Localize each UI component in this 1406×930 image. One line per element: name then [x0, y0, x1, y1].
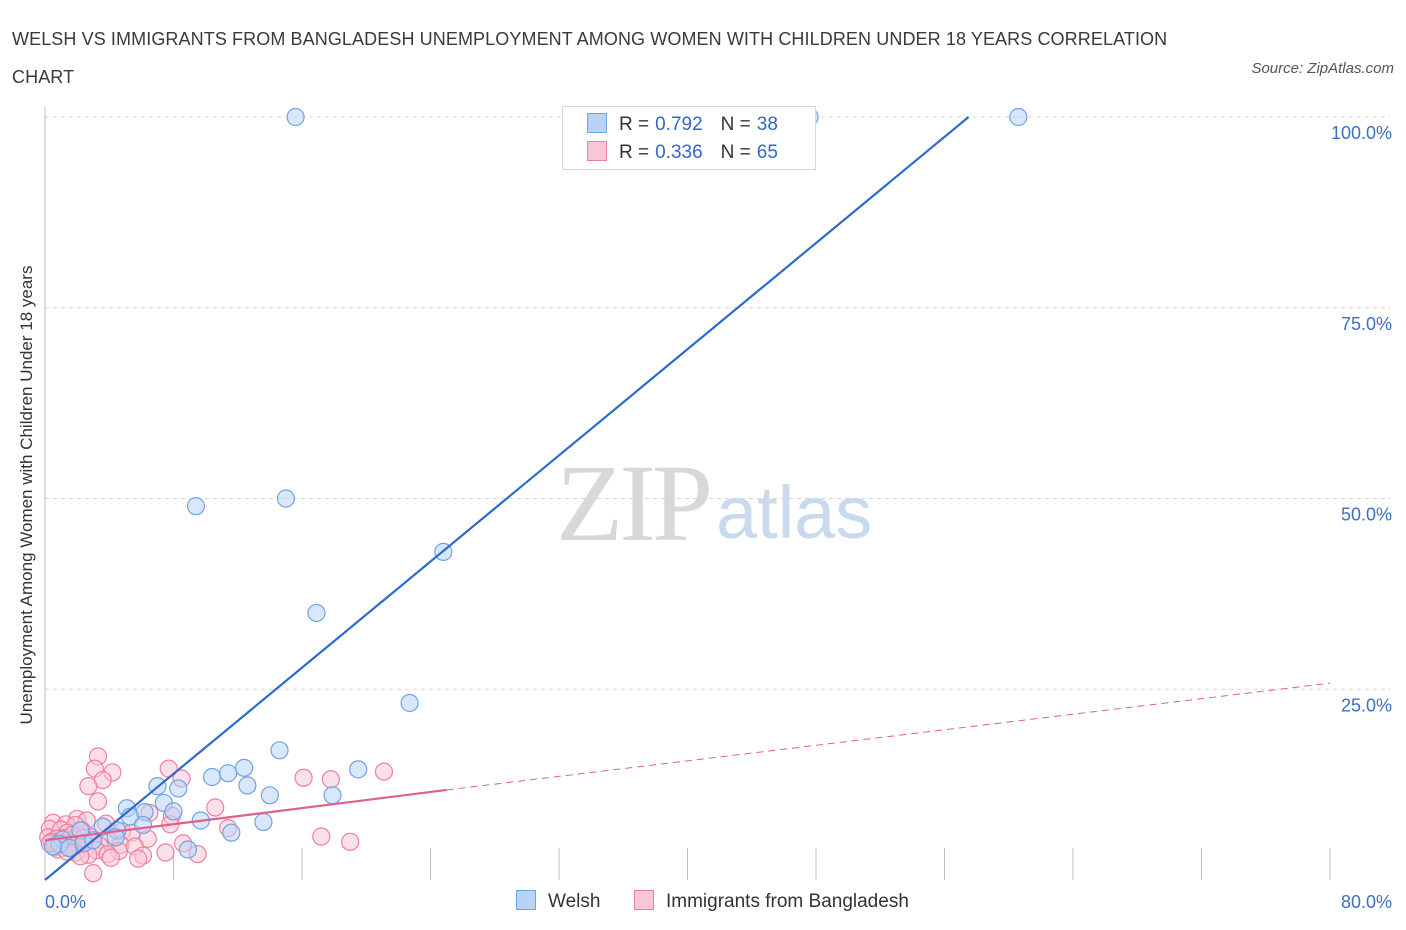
legend-r-value: 0.792 — [655, 114, 703, 135]
watermark-zip: ZIP — [556, 442, 713, 564]
point-welsh — [400, 693, 419, 713]
point-bangladesh — [321, 770, 341, 789]
point-welsh — [178, 840, 198, 859]
point-bangladesh — [206, 798, 225, 817]
legend-r-label: R = — [619, 114, 650, 135]
y-axis-label: Unemployment Among Women with Children U… — [17, 265, 36, 725]
legend-swatch-welsh — [587, 113, 607, 133]
y-tick-label: 75.0% — [1341, 314, 1392, 334]
watermark-atlas: atlas — [716, 471, 873, 554]
point-welsh — [43, 837, 63, 856]
legend: R = 0.792 N = 38 R = 0.336 N = 65 — [562, 106, 816, 170]
bottom-legend-welsh: Welsh — [516, 890, 600, 913]
y-tick-label: 25.0% — [1341, 695, 1392, 715]
point-bangladesh — [312, 827, 331, 846]
point-welsh — [254, 812, 273, 832]
point-welsh — [186, 497, 206, 516]
x-tick-label: 80.0% — [1341, 892, 1392, 912]
source-label: Source: ZipAtlas.com — [1251, 60, 1394, 77]
point-welsh — [133, 815, 153, 835]
legend-n-label: N = — [720, 114, 751, 135]
point-welsh — [202, 767, 222, 787]
legend-r-value: 0.336 — [655, 142, 703, 163]
point-bangladesh — [84, 864, 103, 883]
legend-n-label: N = — [720, 142, 751, 163]
legend-row-welsh: R = 0.792 N = 38 — [587, 113, 778, 137]
trendline-welsh — [44, 116, 970, 881]
point-welsh — [235, 758, 254, 777]
point-welsh — [219, 764, 238, 783]
bottom-legend-swatch-welsh — [516, 890, 536, 910]
point-bangladesh — [101, 848, 120, 867]
point-welsh — [307, 603, 326, 623]
point-bangladesh — [129, 849, 148, 868]
point-bangladesh — [294, 768, 313, 787]
chart-title: WELSH VS IMMIGRANTS FROM BANGLADESH UNEM… — [12, 29, 1168, 87]
point-welsh — [164, 802, 183, 821]
y-tick-label: 100.0% — [1331, 123, 1392, 143]
point-welsh — [349, 760, 368, 779]
trendline-bangladesh-extension — [446, 682, 1331, 791]
legend-n-value: 38 — [756, 114, 778, 135]
trendline-bangladesh — [44, 788, 447, 842]
y-tick-label: 50.0% — [1341, 505, 1392, 525]
point-welsh — [169, 779, 188, 798]
bottom-legend-label-welsh: Welsh — [548, 891, 601, 912]
bottom-legend-bangladesh: Immigrants from Bangladesh — [634, 890, 909, 913]
legend-row-bangladesh: R = 0.336 N = 65 — [587, 141, 778, 165]
bottom-legend-label-bangladesh: Immigrants from Bangladesh — [666, 891, 909, 912]
point-bangladesh — [88, 792, 108, 811]
legend-n-value: 65 — [756, 142, 778, 163]
point-welsh — [270, 741, 289, 760]
point-bangladesh — [79, 777, 98, 796]
point-bangladesh — [341, 832, 360, 851]
point-welsh — [238, 776, 257, 795]
point-welsh — [1009, 107, 1028, 127]
x-tick-label: 0.0% — [45, 892, 86, 912]
point-welsh — [323, 786, 342, 805]
point-bangladesh — [374, 762, 394, 781]
legend-r-label: R = — [619, 142, 650, 163]
point-welsh — [222, 823, 241, 842]
legend-swatch-bangladesh — [587, 141, 607, 161]
point-welsh — [260, 786, 279, 805]
bottom-legend-swatch-bangladesh — [634, 890, 654, 910]
point-bangladesh — [156, 843, 175, 862]
point-welsh — [286, 107, 305, 127]
point-welsh — [276, 489, 296, 508]
